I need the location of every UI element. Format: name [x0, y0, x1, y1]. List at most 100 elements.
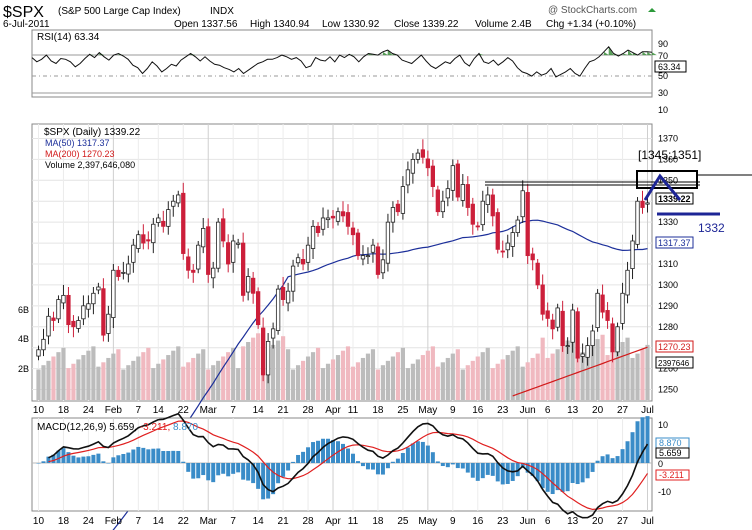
macd-histogram-bar — [345, 448, 350, 463]
signal-value-box — [655, 469, 690, 481]
candle-body — [151, 223, 156, 244]
volume-bar — [201, 349, 206, 400]
macd-histogram-bar — [331, 440, 336, 463]
candle-body — [600, 294, 605, 313]
macd-histogram-bar — [201, 463, 206, 476]
price-legend-label: $SPX (Daily) 1339.22 — [44, 127, 141, 138]
volume-bar — [350, 366, 356, 400]
volume-bar — [570, 336, 575, 400]
macd-histogram-bar — [645, 416, 650, 463]
candle-body — [71, 320, 76, 328]
price-legend: $SPX (Daily) 1339.22 MA(50) 1317.37 MA(2… — [44, 127, 141, 170]
volume-bar — [81, 355, 86, 400]
macd-histogram-bar — [206, 463, 211, 481]
macd-histogram-bar — [435, 461, 440, 463]
x-axis-label: 21 — [278, 405, 290, 416]
volume-bar — [640, 349, 645, 400]
candle-body — [206, 226, 211, 275]
x-axis-label: 11 — [348, 405, 359, 416]
candle-body — [595, 292, 600, 329]
volume-value-box — [655, 356, 694, 369]
x-axis-label: 14 — [153, 405, 165, 416]
candle-body — [365, 255, 371, 258]
x-axis-label: 7 — [230, 405, 236, 416]
volume-bar — [196, 353, 201, 400]
volume-bar — [505, 355, 510, 400]
macd-histogram-bar — [625, 441, 630, 463]
candle-body — [61, 294, 66, 304]
macd-legend-main: MACD(12,26,9) 5.659, — [37, 422, 140, 433]
rsi-tick-10: 10 — [658, 105, 668, 115]
volume-bar — [545, 357, 550, 400]
macd-histogram-bar — [500, 463, 505, 485]
macd-histogram-bar — [156, 448, 161, 463]
volume-bar — [510, 350, 515, 400]
x-axis-label: Feb — [105, 516, 123, 527]
macd-histogram-bar — [455, 463, 460, 469]
x-axis-label: 25 — [397, 405, 409, 416]
macd-histogram-bar — [630, 432, 635, 463]
macd-histogram-bar — [321, 438, 326, 463]
gear-icon[interactable] — [648, 8, 656, 12]
macd-histogram-bar — [530, 463, 535, 476]
macd-histogram-bar — [146, 449, 151, 463]
volume-bar — [256, 333, 261, 400]
candle-body — [305, 244, 311, 263]
candle-body — [211, 267, 216, 279]
candle-body — [415, 152, 421, 160]
macd-histogram-bar — [400, 453, 405, 463]
candle-body — [76, 320, 81, 329]
x-axis-label: 18 — [372, 516, 384, 527]
volume-bar — [515, 346, 520, 400]
candle-body — [495, 212, 500, 250]
candle-body — [81, 305, 86, 320]
volume-bar — [121, 369, 126, 400]
macd-histogram-bar — [480, 463, 485, 479]
macd-histogram-bar — [515, 463, 520, 477]
volume-bar — [51, 356, 56, 400]
volume-bar — [370, 349, 376, 400]
x-axis-label: 13 — [567, 405, 579, 416]
candle-body — [460, 184, 465, 201]
price-tick: 1360 — [658, 154, 678, 164]
candle-body — [385, 221, 391, 264]
macd-legend-hist: 8.870 — [173, 422, 198, 433]
ma200-legend-label: MA(200) 1270.23 — [45, 149, 115, 159]
x-axis-label: Apr — [325, 405, 341, 416]
volume-bar — [495, 363, 500, 400]
annotations: [1345;1351] 1332 — [485, 148, 752, 235]
candle-body — [455, 163, 460, 198]
macd-histogram-bar — [355, 461, 360, 463]
support-level-text: 1332 — [698, 221, 725, 235]
price-tick: 1290 — [658, 301, 678, 311]
close-value: 1339.22 — [658, 194, 691, 204]
volume-bar — [330, 359, 336, 400]
macd-histogram-bar — [211, 463, 216, 483]
macd-histogram-bar — [111, 457, 116, 463]
candle-body — [325, 217, 331, 221]
volume-legend-label: Volume 2,397,646,080 — [45, 160, 135, 170]
macd-histogram-bar — [241, 463, 246, 480]
low-label: Low 1330.92 — [322, 19, 380, 30]
macd-histogram-bar — [176, 450, 181, 463]
candle-body — [355, 232, 361, 257]
exchange-label: INDX — [210, 6, 234, 17]
macd-histogram-bar — [141, 447, 146, 463]
x-axis-label: 14 — [153, 516, 165, 527]
candle-body — [425, 158, 431, 169]
rsi-tick-50: 50 — [658, 71, 668, 81]
volume-bar — [41, 365, 46, 400]
macd-histogram-bar — [590, 463, 595, 472]
macd-histogram-bar — [470, 463, 475, 478]
candle-body — [390, 207, 396, 223]
macd-histogram-bar — [365, 463, 370, 470]
candle-body — [231, 240, 236, 263]
macd-histogram-bar — [56, 450, 61, 463]
macd-histogram-bar — [286, 463, 291, 471]
volume-bar — [615, 346, 620, 400]
volume-bar — [131, 360, 136, 400]
candle-body — [640, 200, 645, 208]
ma50-legend-label: MA(50) 1317.37 — [45, 138, 110, 148]
volume-bar — [285, 349, 291, 400]
x-axis-label: 10 — [33, 405, 45, 416]
